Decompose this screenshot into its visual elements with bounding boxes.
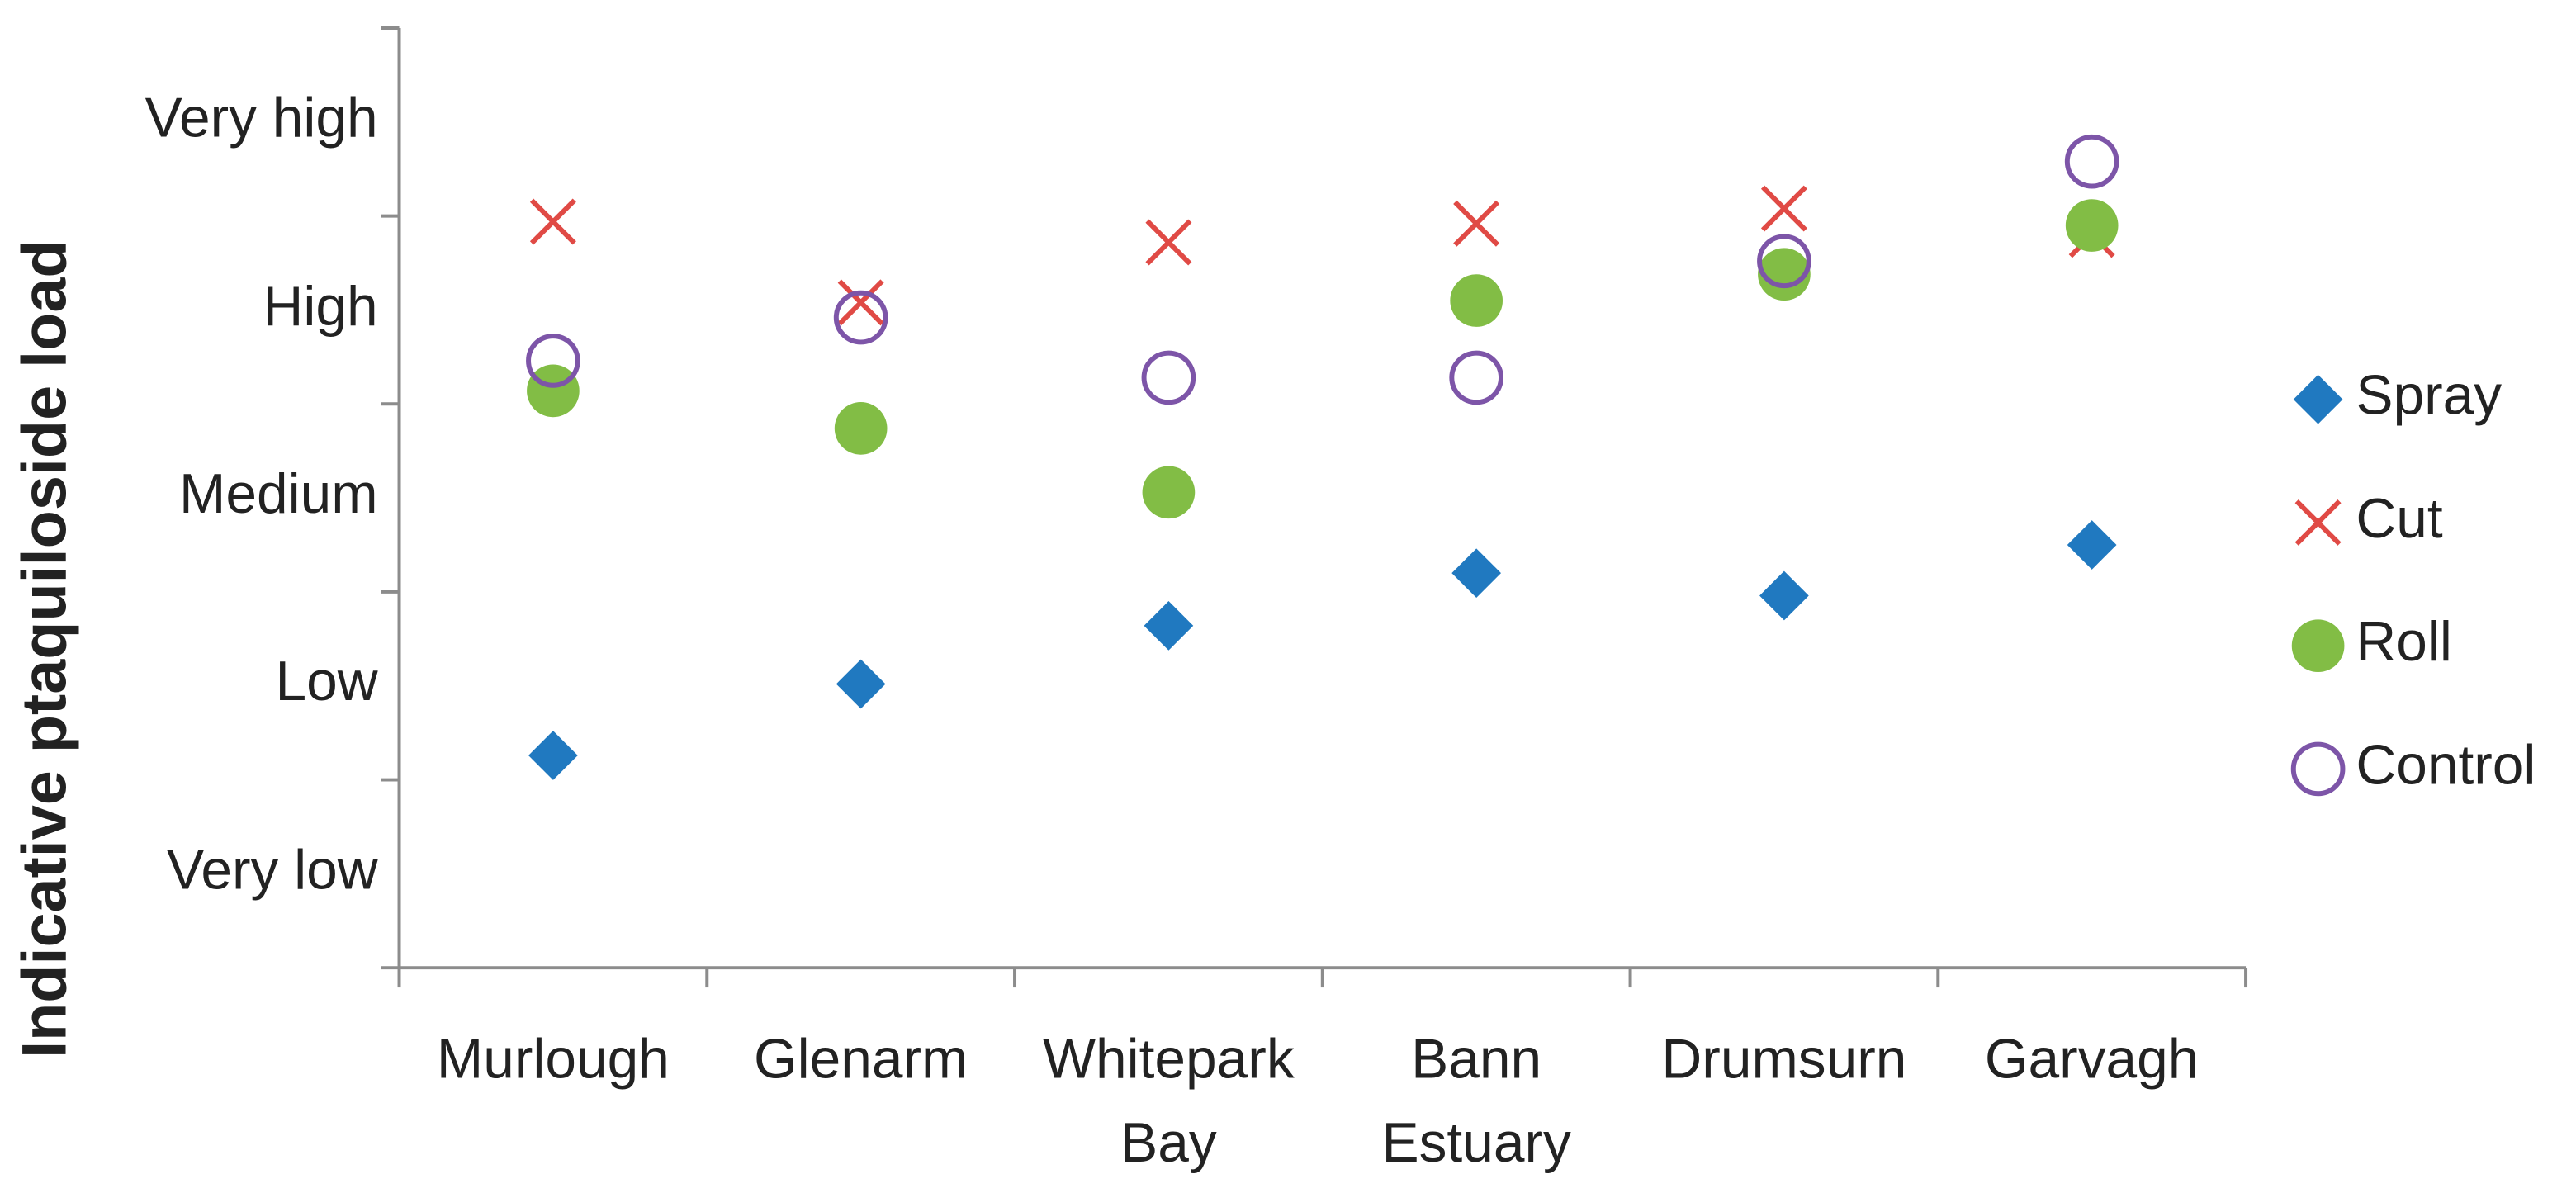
point [1145, 219, 1192, 266]
point [2065, 199, 2119, 252]
point [528, 731, 578, 780]
point [2064, 134, 2119, 189]
x-tick-label: Whitepark Bay [1043, 1028, 1295, 1175]
legend-label: Spray [2356, 365, 2502, 427]
y-band-label-box: High [263, 275, 378, 338]
y-band-label: Very high [144, 88, 378, 150]
point [837, 279, 884, 326]
x-tick-label-box: Glenarm [753, 1028, 968, 1091]
legend-marker [2293, 374, 2343, 424]
x-tick-label: Murlough [436, 1028, 670, 1091]
x-tick-label: Drumsurn [1661, 1028, 1907, 1091]
point [1758, 248, 1811, 301]
y-band-label-box: Low [275, 651, 378, 714]
point [1760, 185, 1807, 232]
legend-label: Roll [2356, 611, 2452, 673]
x-tick-label: Glenarm [753, 1028, 968, 1091]
x-tick-label-box: Bann Estuary [1381, 1028, 1571, 1175]
point [1451, 548, 1502, 599]
x-tick-label-box: Drumsurn [1661, 1028, 1907, 1091]
x-tick-label: Bann Estuary [1381, 1028, 1571, 1175]
y-band-label: Medium [179, 463, 378, 526]
point [1142, 466, 1196, 519]
point [1450, 274, 1503, 327]
legend-marker [2291, 619, 2345, 673]
y-band-label: Very low [166, 839, 378, 902]
y-band-label-box: Very high [144, 88, 378, 150]
legend-marker [2290, 741, 2346, 797]
legend-label: Cut [2356, 488, 2442, 550]
point [1759, 570, 1809, 621]
point [1141, 350, 1196, 405]
point [834, 402, 888, 455]
y-band-label: High [263, 275, 378, 338]
y-band-label: Low [275, 651, 378, 714]
point [836, 659, 886, 709]
point [526, 334, 580, 388]
x-tick-label-box: Whitepark Bay [1043, 1028, 1295, 1175]
y-band-label-box: Medium [179, 463, 378, 526]
x-tick-label: Garvagh [1984, 1028, 2200, 1091]
x-tick-label-box: Garvagh [1984, 1028, 2200, 1091]
point [2067, 520, 2117, 570]
y-axis-title: Indicative ptaquiloside load [11, 239, 80, 1058]
point [1449, 350, 1503, 405]
point [527, 364, 580, 418]
x-tick-label-box: Murlough [436, 1028, 670, 1091]
point [1453, 200, 1500, 247]
point [529, 198, 576, 245]
legend-marker [2294, 499, 2342, 546]
point [1144, 601, 1194, 651]
legend-label: Control [2356, 734, 2536, 796]
point [1757, 234, 1811, 289]
point [833, 290, 888, 345]
y-band-label-box: Very low [166, 839, 378, 902]
